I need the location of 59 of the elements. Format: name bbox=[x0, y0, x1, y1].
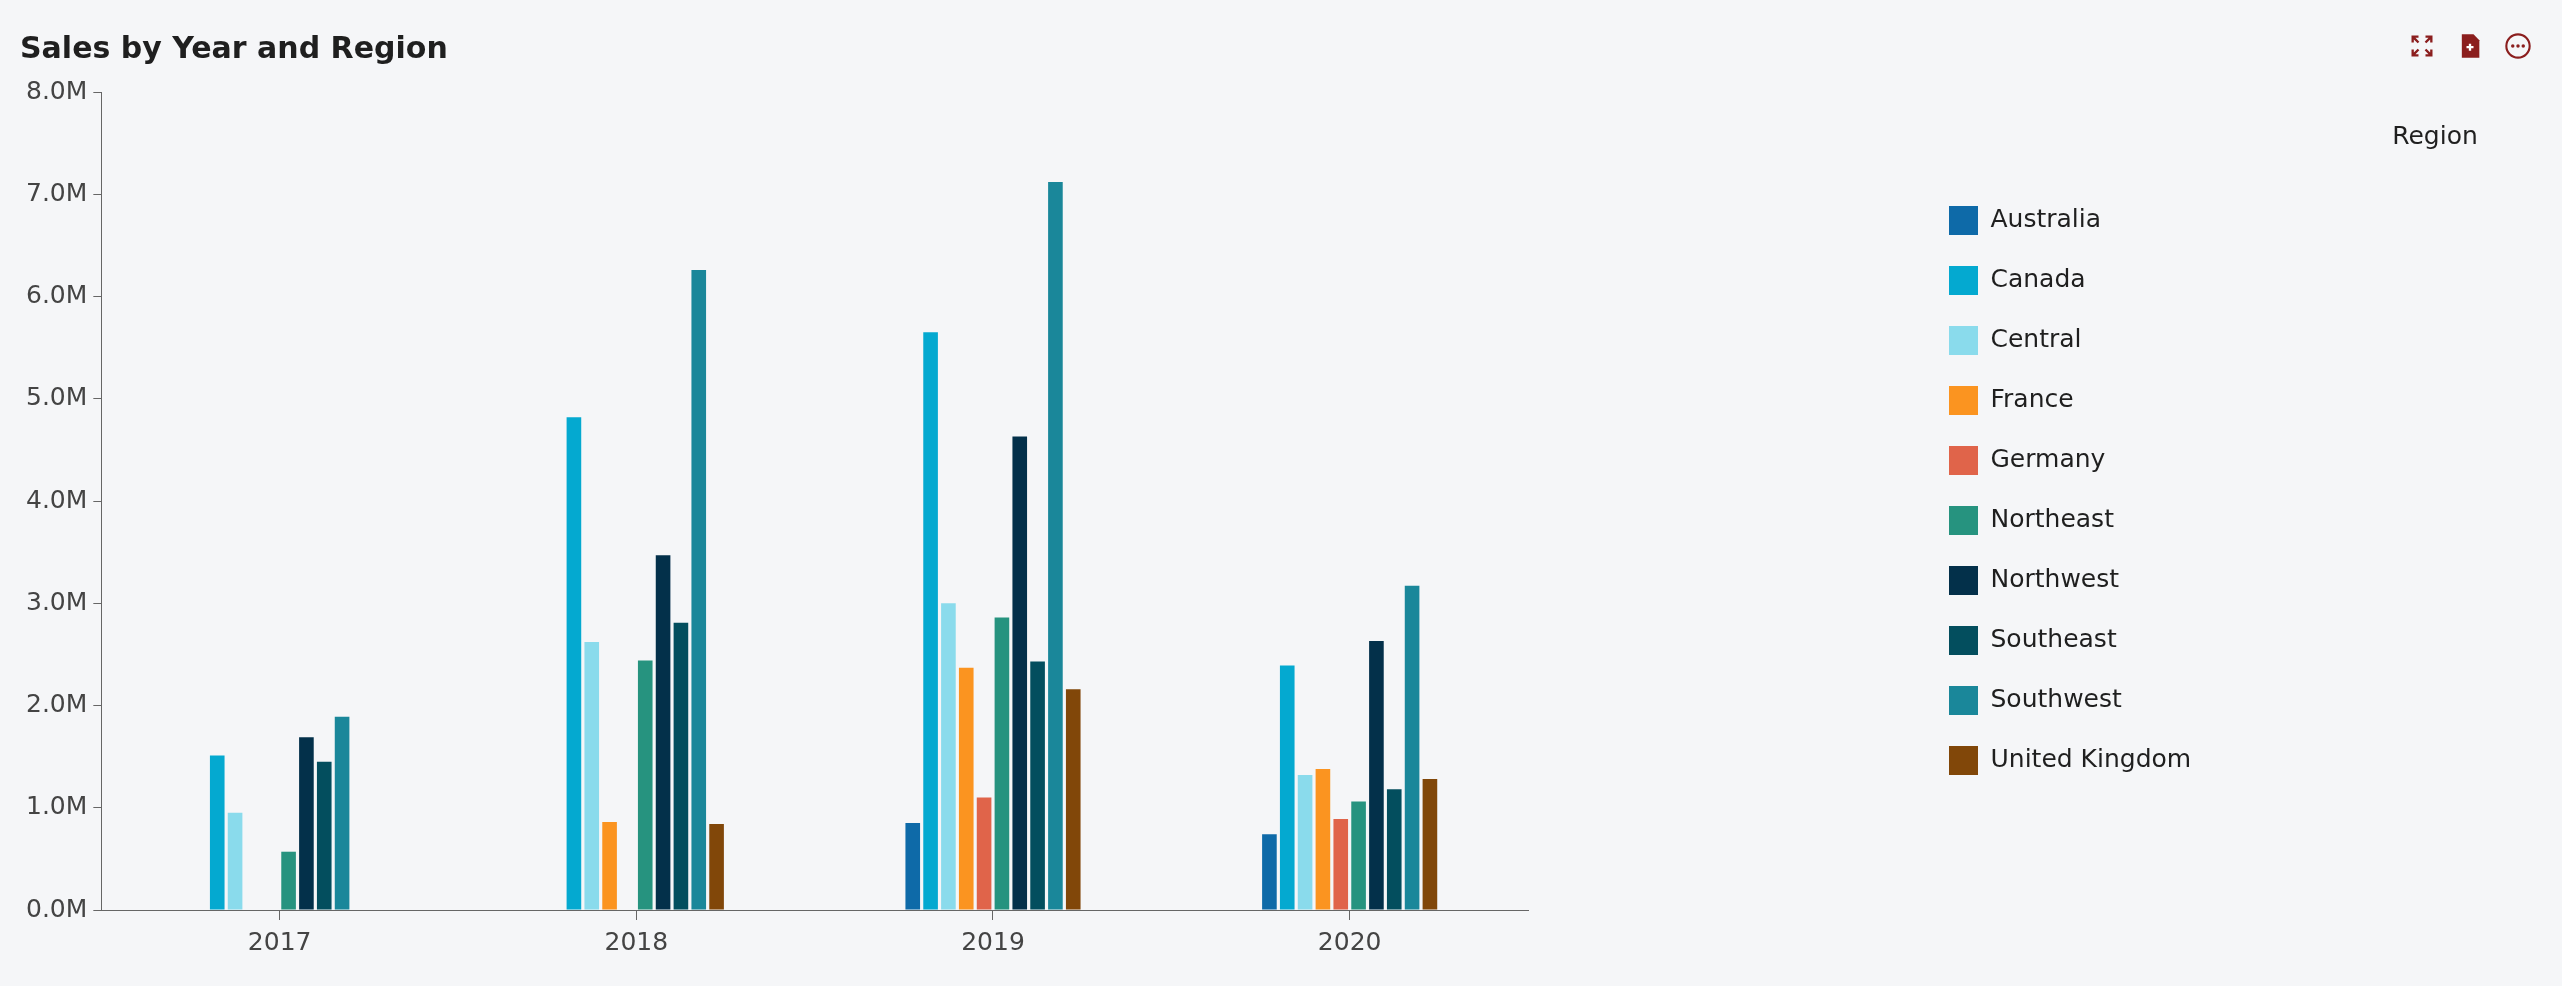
x-tick-label: 2020 bbox=[1317, 926, 1382, 956]
bar bbox=[209, 755, 225, 910]
bar bbox=[584, 642, 600, 910]
bar bbox=[1279, 665, 1295, 910]
bar bbox=[1369, 641, 1384, 910]
bar bbox=[691, 269, 707, 910]
y-tick-label: 3.0M bbox=[26, 586, 88, 616]
bar bbox=[994, 617, 1010, 910]
legend-label: Canada bbox=[1990, 264, 2086, 293]
bar bbox=[923, 332, 938, 910]
bar bbox=[637, 660, 653, 910]
bar bbox=[709, 824, 724, 910]
legend-label: Northeast bbox=[1990, 504, 2115, 533]
y-tick-label: 2.0M bbox=[26, 689, 88, 718]
bar bbox=[1404, 585, 1420, 910]
bar bbox=[655, 555, 671, 910]
bar bbox=[1351, 801, 1366, 910]
legend-label: Central bbox=[1990, 324, 2082, 353]
x-tick-label: 2017 bbox=[247, 926, 312, 956]
legend-label: Australia bbox=[1990, 204, 2102, 233]
x-tick-label: 2018 bbox=[604, 926, 669, 956]
chart-title: Sales by Year and Region bbox=[20, 29, 448, 65]
y-tick-label: 6.0M bbox=[26, 280, 88, 309]
y-tick-label: 7.0M bbox=[26, 177, 88, 207]
bar bbox=[1030, 661, 1045, 910]
y-tick-label: 0.0M bbox=[26, 893, 88, 923]
bar bbox=[1386, 789, 1402, 910]
bar bbox=[316, 761, 332, 910]
bar bbox=[227, 812, 243, 910]
bar bbox=[976, 797, 992, 910]
bar bbox=[1333, 819, 1349, 910]
bar bbox=[1315, 768, 1331, 910]
legend-label: Germany bbox=[1990, 444, 2106, 473]
bar bbox=[299, 737, 314, 910]
legend-label: Southeast bbox=[1990, 624, 2117, 653]
bar bbox=[1422, 779, 1438, 910]
legend-title: Region bbox=[2392, 121, 2478, 150]
bar bbox=[602, 822, 617, 910]
y-tick-label: 1.0M bbox=[26, 791, 88, 821]
bar bbox=[1297, 775, 1313, 910]
legend-label: United Kingdom bbox=[1990, 744, 2192, 773]
bar bbox=[673, 622, 689, 910]
bar bbox=[1012, 436, 1028, 910]
bar bbox=[958, 667, 974, 910]
legend-label: France bbox=[1990, 384, 2074, 413]
bar bbox=[941, 603, 956, 910]
bar bbox=[905, 823, 921, 910]
legend-label: Northwest bbox=[1990, 564, 2120, 593]
bar bbox=[1065, 689, 1081, 910]
bar bbox=[334, 716, 350, 910]
y-tick-label: 4.0M bbox=[26, 484, 88, 514]
legend-label: Southwest bbox=[1990, 684, 2123, 713]
y-tick-label: 8.0M bbox=[26, 75, 88, 105]
bar bbox=[281, 851, 296, 910]
bar bbox=[566, 417, 582, 910]
bar bbox=[1048, 181, 1063, 910]
y-tick-label: 5.0M bbox=[26, 382, 88, 412]
x-tick-label: 2019 bbox=[961, 926, 1025, 956]
bar bbox=[1262, 834, 1277, 910]
